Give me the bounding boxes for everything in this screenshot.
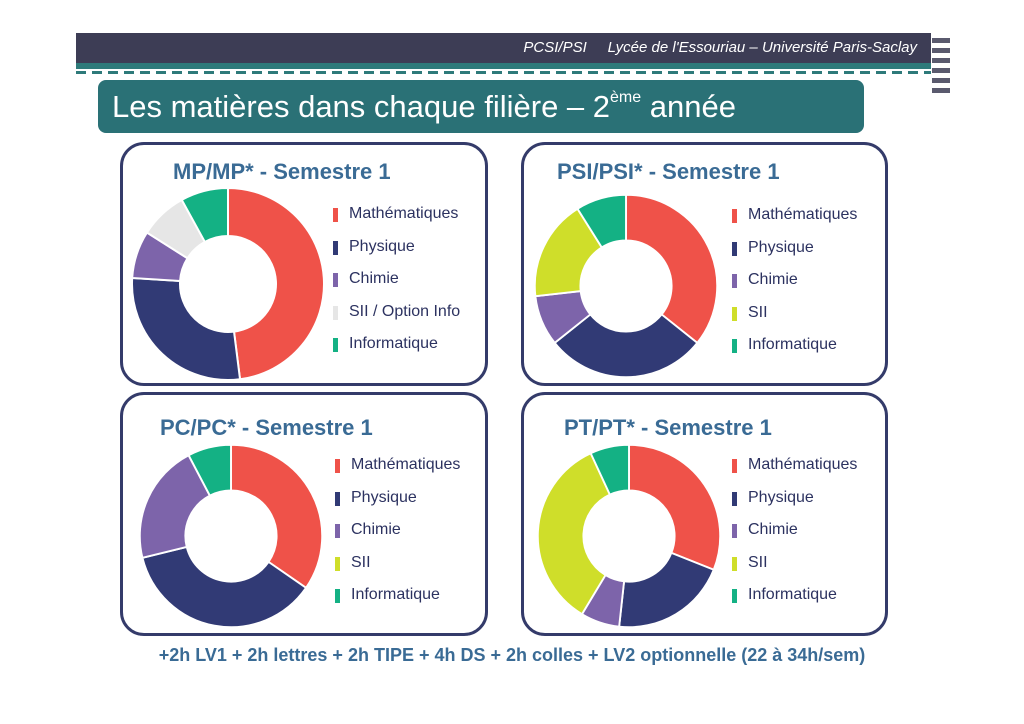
legend-label: Physique — [748, 488, 814, 506]
slice-informatique — [180, 186, 229, 244]
legend-label: SII / Option Info — [349, 302, 461, 320]
header-text: PCSI/PSI Lycée de l'Essouriau – Universi… — [523, 39, 917, 56]
panel-mp: MP/MP* - Semestre 1 Mathématiques Physiqu… — [120, 142, 488, 386]
slice-sii — [536, 451, 612, 616]
legend-swatch — [732, 339, 737, 353]
legend-label: Chimie — [748, 521, 798, 538]
legend-label: Physique — [351, 488, 417, 506]
chart-title-pc: PC/PC* - Semestre 1 — [160, 415, 373, 440]
donut-chart-pc — [138, 443, 324, 629]
legend-swatch — [732, 306, 737, 321]
legend-label: Physique — [349, 237, 415, 255]
legend-swatch — [335, 491, 340, 506]
legend-label: Chimie — [748, 271, 798, 288]
donut-chart-psi — [533, 193, 719, 379]
legend-swatch — [333, 208, 338, 222]
legend-label: Chimie — [351, 521, 401, 538]
donut-chart-mp — [131, 186, 325, 381]
slice-physique — [141, 545, 308, 629]
slide-title: Les matières dans chaque filière – 2ème … — [98, 80, 864, 133]
legend-swatch — [335, 556, 340, 571]
legend-label: Mathématiques — [748, 206, 858, 223]
legend-swatch — [732, 209, 737, 223]
legend-label: Chimie — [349, 270, 399, 287]
legend-swatch — [335, 524, 340, 538]
chart-title-mp: MP/MP* - Semestre 1 — [173, 159, 391, 184]
slice-physique — [553, 313, 699, 379]
legend-swatch — [335, 459, 340, 473]
panel-pc: PC/PC* - Semestre 1 Mathématiques Physiqu… — [120, 392, 488, 636]
chart-title-pt: PT/PT* - Semestre 1 — [564, 415, 772, 440]
header-bar: PCSI/PSI Lycée de l'Essouriau – Universi… — [76, 33, 931, 63]
header-school: Lycée de l'Essouriau – Université Paris-… — [607, 39, 917, 56]
header-accent-band — [76, 63, 931, 69]
slice-informatique — [576, 193, 627, 249]
header-dash-decoration — [76, 71, 931, 74]
legend-swatch — [732, 491, 737, 506]
title-suffix: année — [641, 89, 736, 124]
legend-swatch — [732, 524, 737, 538]
legend-swatch — [732, 459, 737, 473]
legend-label: Mathématiques — [748, 456, 858, 473]
legend-swatch — [333, 273, 338, 287]
legend-swatch — [732, 556, 737, 571]
legend-swatch — [333, 338, 338, 352]
slice-mathematiques — [628, 443, 722, 571]
slice-mathematiques — [625, 193, 719, 345]
legend-swatch — [333, 240, 338, 255]
slice-physique — [131, 276, 242, 381]
legend-label: Informatique — [748, 336, 837, 353]
legend-label: SII — [748, 553, 768, 571]
panel-pt: PT/PT* - Semestre 1 Mathématiques Physiqu… — [521, 392, 888, 636]
legend-swatch — [335, 589, 340, 603]
chart-title-psi: PSI/PSI* - Semestre 1 — [557, 159, 780, 184]
title-sup: ème — [610, 89, 642, 106]
legend-label: Informatique — [748, 586, 837, 603]
legend-swatch — [732, 241, 737, 256]
legend-label: SII — [748, 303, 768, 321]
slice-informatique — [187, 443, 232, 497]
slice-chimie — [138, 453, 212, 559]
legend-label: Mathématiques — [349, 205, 459, 222]
slice-physique — [618, 551, 715, 629]
legend-label: Informatique — [349, 335, 438, 352]
legend-swatch — [333, 305, 338, 320]
legend-label: Informatique — [351, 586, 440, 603]
legend-swatch — [732, 274, 737, 288]
legend-label: Mathématiques — [351, 456, 461, 473]
title-main: Les matières dans chaque filière – 2 — [112, 89, 611, 124]
slice-informatique — [589, 443, 630, 496]
checker-decoration — [932, 33, 950, 93]
donut-chart-pt — [536, 443, 722, 629]
legend-label: SII — [351, 553, 371, 571]
panel-psi: PSI/PSI* - Semestre 1 Mathématiques Physi… — [521, 142, 888, 386]
slice-mathematiques — [227, 186, 325, 381]
header-course: PCSI/PSI — [523, 39, 587, 56]
legend-swatch — [732, 589, 737, 603]
legend-label: Physique — [748, 238, 814, 256]
footer-note: +2h LV1 + 2h lettres + 2h TIPE + 4h DS +… — [158, 645, 866, 665]
slice-mathematiques — [230, 443, 324, 590]
